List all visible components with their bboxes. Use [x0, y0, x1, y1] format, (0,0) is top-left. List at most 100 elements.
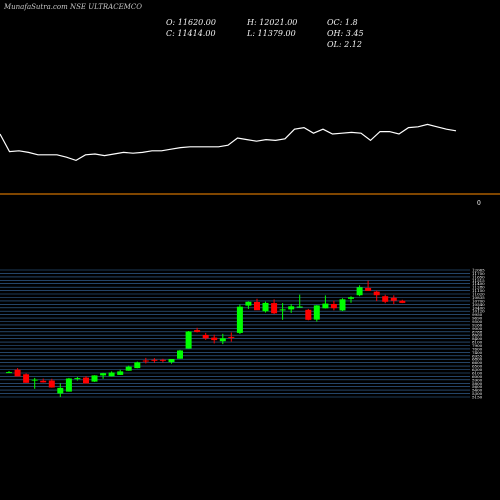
price-tick-label: 5600	[472, 384, 483, 389]
candle-body	[31, 379, 38, 381]
price-tick-label: 11280	[472, 285, 485, 290]
candle-body	[194, 330, 201, 332]
candle-body	[279, 309, 286, 311]
candle	[279, 303, 286, 320]
candle-body	[288, 306, 295, 310]
candle	[211, 334, 218, 344]
close-value: C: 11414.00	[166, 29, 216, 38]
candle-body	[202, 335, 209, 339]
candle-body	[185, 331, 192, 349]
price-tick-label: 6600	[472, 360, 483, 365]
candle-body	[159, 359, 166, 361]
price-tick-label: 6300	[472, 367, 483, 372]
price-tick-label: 6800	[472, 357, 483, 362]
price-tick-label: 10120	[472, 309, 485, 314]
candle	[254, 298, 260, 311]
candle-body	[142, 360, 149, 362]
candle-body	[211, 337, 218, 341]
candle-body	[6, 372, 12, 374]
price-tick-label: 6100	[472, 371, 483, 376]
price-tick-label: 8100	[472, 340, 483, 345]
candle-body	[348, 297, 354, 299]
candle-body	[365, 288, 372, 291]
candle-body	[40, 380, 47, 383]
candle-body	[330, 304, 337, 309]
candle-body	[382, 296, 389, 302]
candle-body	[313, 305, 320, 320]
price-tick-label: 11750	[472, 271, 485, 276]
candle-panel	[6, 280, 406, 397]
price-tick-label: 10540	[472, 302, 485, 307]
candle-body	[74, 378, 81, 380]
candle	[151, 358, 158, 363]
candle	[74, 377, 81, 381]
price-tick-label: 5150	[472, 395, 483, 400]
price-tick-label: 10700	[472, 298, 485, 303]
candle	[142, 357, 149, 364]
price-tick-label: 11150	[472, 288, 485, 293]
candle	[48, 378, 55, 388]
candle	[373, 290, 380, 302]
candle-body	[322, 303, 329, 309]
candle-body	[236, 306, 243, 333]
candle	[288, 304, 295, 313]
candle	[271, 299, 278, 314]
candle	[40, 378, 47, 383]
candle	[339, 298, 346, 312]
candle-body	[296, 306, 303, 308]
candle-body	[14, 369, 21, 377]
candle	[330, 300, 337, 311]
candle	[262, 301, 269, 313]
candle-body	[399, 300, 406, 303]
oc-value: OC: 1.8	[327, 18, 358, 27]
price-tick-label: 7400	[472, 350, 483, 355]
price-tick-label: 6500	[472, 364, 483, 369]
candle	[91, 375, 98, 382]
price-tick-label: 8400	[472, 336, 483, 341]
low-value: L: 11379.00	[247, 29, 296, 38]
price-tick-label: 11020	[472, 292, 485, 297]
candle	[57, 383, 64, 397]
candle-body	[271, 303, 278, 314]
candle	[202, 332, 209, 340]
candle-body	[254, 302, 260, 311]
candle	[296, 294, 303, 308]
candle	[348, 296, 354, 303]
candle-body	[305, 309, 312, 320]
candle	[305, 308, 312, 321]
line-series	[0, 123, 457, 162]
price-tick-label: 9500	[472, 319, 483, 324]
candle	[6, 371, 12, 374]
candle	[134, 361, 141, 369]
price-tick-label: 5900	[472, 377, 483, 382]
open-value: O: 11620.00	[166, 18, 216, 27]
candle	[168, 359, 175, 364]
candle	[100, 372, 107, 379]
candle-body	[134, 362, 141, 369]
candle-body	[339, 299, 346, 311]
candle	[83, 376, 89, 384]
candle	[365, 280, 372, 291]
price-tick-label: 6955	[472, 353, 483, 358]
candle	[125, 365, 132, 371]
price-tick-label: 9000	[472, 326, 483, 331]
candle-body	[219, 338, 226, 342]
price-tick-label: 9266	[472, 322, 483, 327]
candle	[322, 295, 329, 309]
candle-body	[83, 377, 89, 384]
candle	[313, 305, 320, 322]
watermark: MunafaSutra.com NSE ULTRACEMCO	[4, 3, 142, 11]
candle-body	[48, 380, 55, 388]
price-tick-label: 8788	[472, 329, 483, 334]
candle-body	[65, 378, 72, 392]
price-tick-label: 9690	[472, 316, 483, 321]
price-tick-label: 8600	[472, 333, 483, 338]
line-panel-label: 0	[477, 200, 481, 207]
candle	[399, 299, 406, 304]
price-tick-label: 5300	[472, 391, 483, 396]
candle	[390, 295, 397, 305]
price-tick-label: 6000	[472, 374, 483, 379]
price-tick-label: 11650	[472, 274, 485, 279]
candle	[177, 349, 183, 359]
price-tick-label: 11400	[472, 281, 485, 286]
